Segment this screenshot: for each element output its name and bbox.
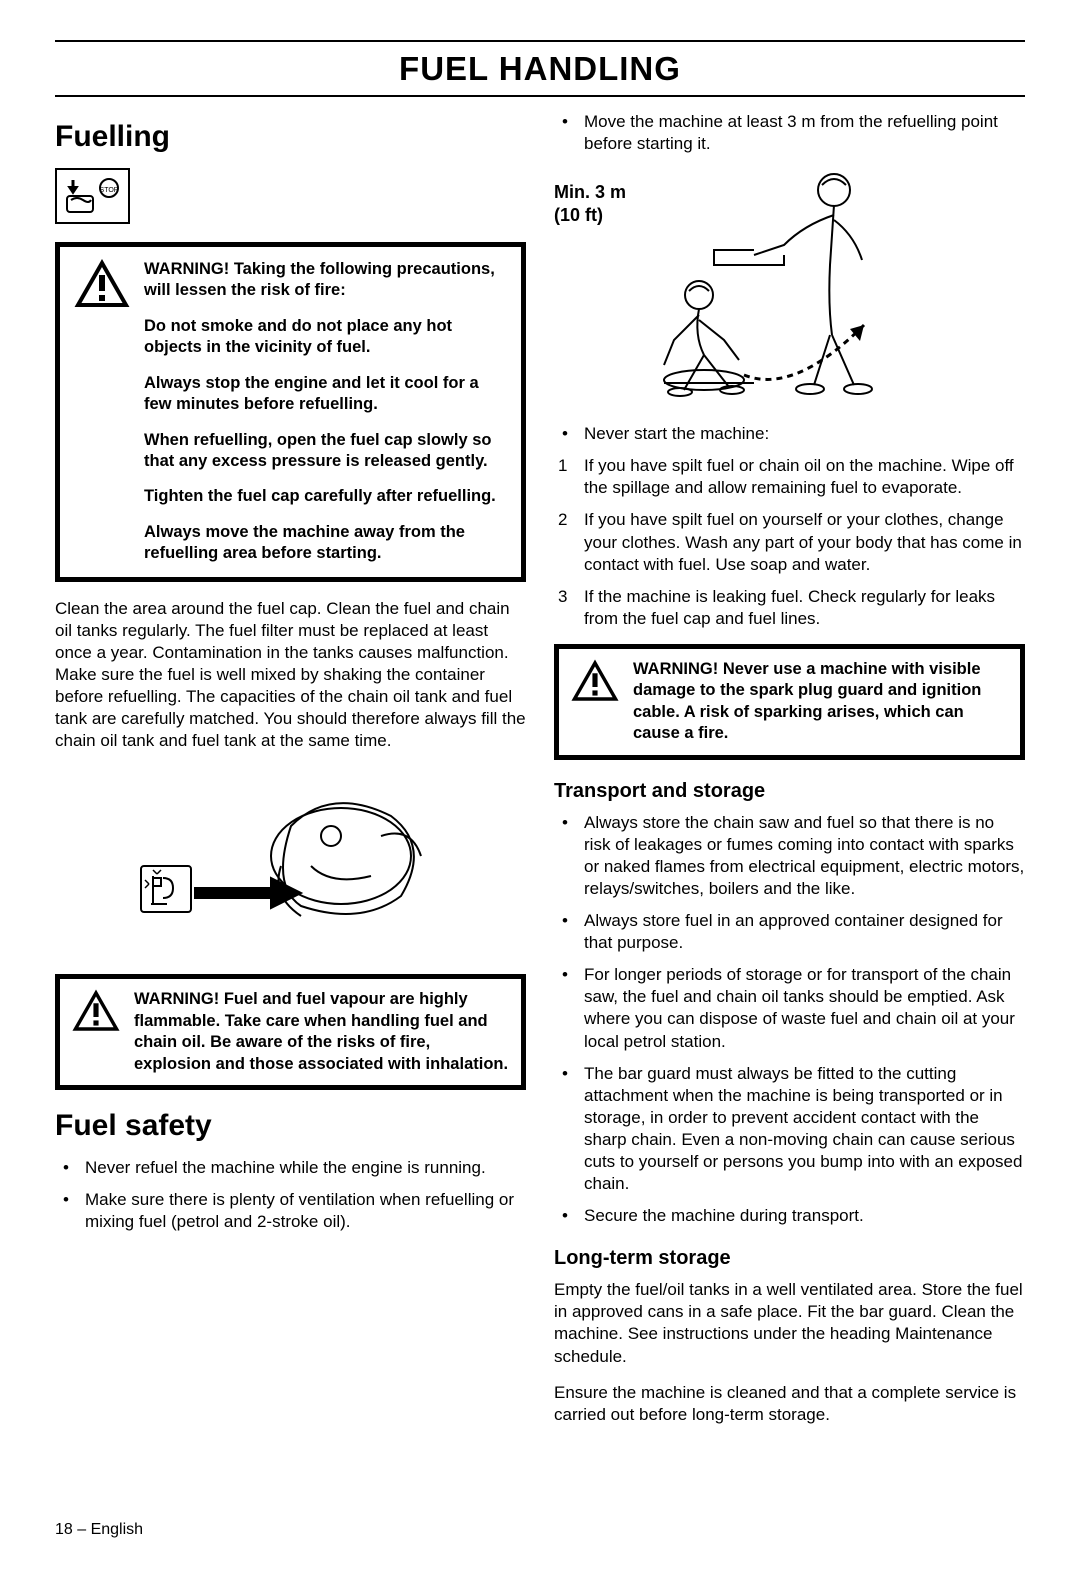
warning-3-p: WARNING! Never use a machine with visibl… (633, 659, 1008, 745)
warning-1-text: WARNING! Taking the following precaution… (144, 259, 507, 565)
list-item: For longer periods of storage or for tra… (554, 964, 1025, 1052)
never-start-intro: Never start the machine: (554, 423, 1025, 445)
warning-1-p1: WARNING! Taking the following precaution… (144, 259, 507, 302)
title-underline (55, 95, 1025, 97)
warning-2-p: WARNING! Fuel and fuel vapour are highly… (134, 989, 509, 1075)
warning-box-2: WARNING! Fuel and fuel vapour are highly… (55, 974, 526, 1090)
heading-fuel-safety: Fuel safety (55, 1106, 526, 1145)
warning-1-p4: When refuelling, open the fuel cap slowl… (144, 430, 507, 473)
transport-list: Always store the chain saw and fuel so t… (554, 812, 1025, 1228)
warning-1-p3: Always stop the engine and let it cool f… (144, 373, 507, 416)
fuel-safety-list: Never refuel the machine while the engin… (55, 1157, 526, 1233)
never-start-list: If you have spilt fuel or chain oil on t… (554, 455, 1025, 630)
distance-label: Min. 3 m (10 ft) (554, 165, 626, 228)
warning-1-p5: Tighten the fuel cap carefully after ref… (144, 486, 507, 507)
move-machine-list: Move the machine at least 3 m from the r… (554, 111, 1025, 155)
right-column: Move the machine at least 3 m from the r… (554, 111, 1025, 1440)
warning-1-p6: Always move the machine away from the re… (144, 522, 507, 565)
fuelling-body: Clean the area around the fuel cap. Clea… (55, 598, 526, 753)
heading-long-term: Long-term storage (554, 1245, 1025, 1271)
list-item: If you have spilt fuel on yourself or yo… (554, 509, 1025, 575)
list-item: The bar guard must always be fitted to t… (554, 1063, 1025, 1196)
fuel-pump-stop-icon: STOP (55, 168, 130, 224)
list-item: If you have spilt fuel or chain oil on t… (554, 455, 1025, 499)
list-item: Never start the machine: (554, 423, 1025, 445)
page-title: FUEL HANDLING (55, 48, 1025, 91)
list-item: Never refuel the machine while the engin… (55, 1157, 526, 1179)
heading-fuelling: Fuelling (55, 117, 526, 156)
warning-3-text: WARNING! Never use a machine with visibl… (633, 659, 1008, 745)
distance-l2: (10 ft) (554, 204, 626, 227)
warning-box-1: WARNING! Taking the following precaution… (55, 242, 526, 582)
warning-2-text: WARNING! Fuel and fuel vapour are highly… (134, 989, 509, 1075)
warning-1-p2: Do not smoke and do not place any hot ob… (144, 316, 507, 359)
chainsaw-figure (55, 766, 526, 956)
long-term-p1: Empty the fuel/oil tanks in a well venti… (554, 1279, 1025, 1367)
list-item: Make sure there is plenty of ventilation… (55, 1189, 526, 1233)
columns: Fuelling STOP (55, 111, 1025, 1440)
list-item: If the machine is leaking fuel. Check re… (554, 586, 1025, 630)
list-item: Always store the chain saw and fuel so t… (554, 812, 1025, 900)
distance-figure-row: Min. 3 m (10 ft) (554, 165, 1025, 411)
top-rule (55, 40, 1025, 42)
warning-triangle-icon (74, 259, 130, 565)
page-footer: 18 – English (55, 1520, 1025, 1541)
heading-transport: Transport and storage (554, 778, 1025, 804)
warning-triangle-icon (571, 659, 619, 745)
left-column: Fuelling STOP (55, 111, 526, 1440)
warning-triangle-icon (72, 989, 120, 1075)
operators-figure (644, 165, 924, 411)
list-item: Always store fuel in an approved contain… (554, 910, 1025, 954)
list-item: Secure the machine during transport. (554, 1205, 1025, 1227)
list-item: Move the machine at least 3 m from the r… (554, 111, 1025, 155)
warning-box-3: WARNING! Never use a machine with visibl… (554, 644, 1025, 760)
svg-text:STOP: STOP (99, 187, 118, 194)
long-term-p2: Ensure the machine is cleaned and that a… (554, 1382, 1025, 1426)
distance-l1: Min. 3 m (554, 181, 626, 204)
